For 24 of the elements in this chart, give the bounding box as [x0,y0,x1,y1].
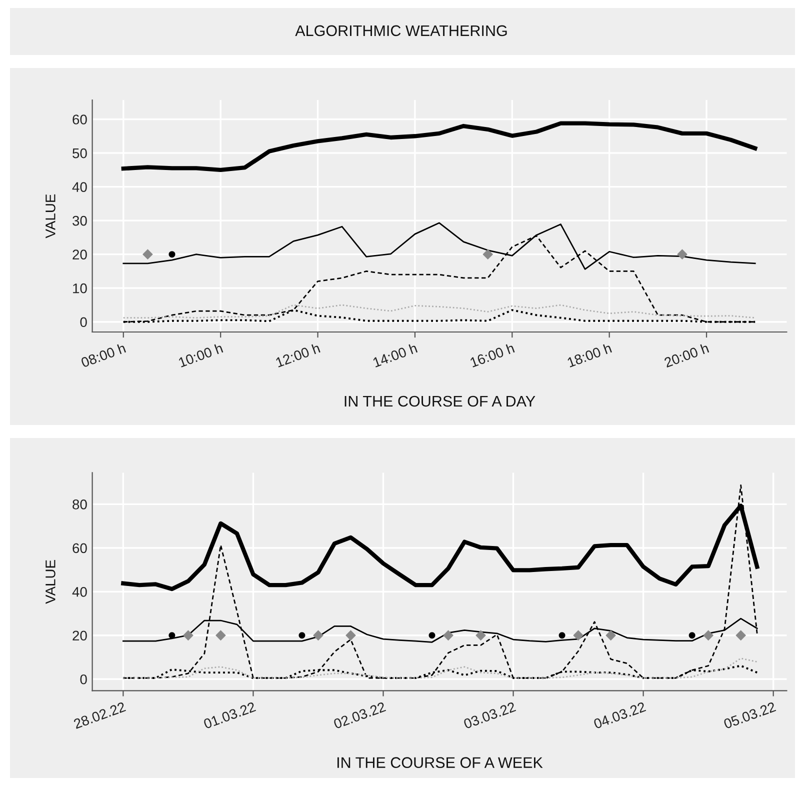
x-axis-title: IN THE COURSE OF A WEEK [337,757,543,768]
y-tick-label: 0 [80,317,87,328]
y-tick-label: 60 [72,114,87,124]
chart-title: ALGORITHMIC WEATHERING [295,25,507,36]
x-tick-label: 12:00 h [275,342,320,368]
x-axis-title: IN THE COURSE OF A DAY [344,396,536,407]
x-tick-label: 10:00 h [178,342,224,368]
x-tick-label: 18:00 h [566,342,612,368]
x-tick-label: 08:00 h [80,342,126,368]
x-tick-label: 20:00 h [664,342,710,368]
y-tick-label: 50 [72,148,87,158]
y-tick-label: 20 [72,250,87,260]
y-tick-label: 40 [72,182,87,192]
y-tick-label: 40 [72,586,87,597]
y-tick-label: 30 [72,216,87,226]
y-axis-title: VALUE [46,560,56,604]
y-tick-label: 0 [80,674,87,684]
x-tick-label: 14:00 h [372,342,418,368]
x-tick-label: 16:00 h [470,342,515,368]
y-axis-title: VALUE [46,194,56,238]
y-tick-label: 20 [72,630,87,641]
y-tick-label: 10 [73,283,87,294]
y-tick-label: 80 [72,500,87,510]
y-tick-label: 60 [72,543,87,554]
